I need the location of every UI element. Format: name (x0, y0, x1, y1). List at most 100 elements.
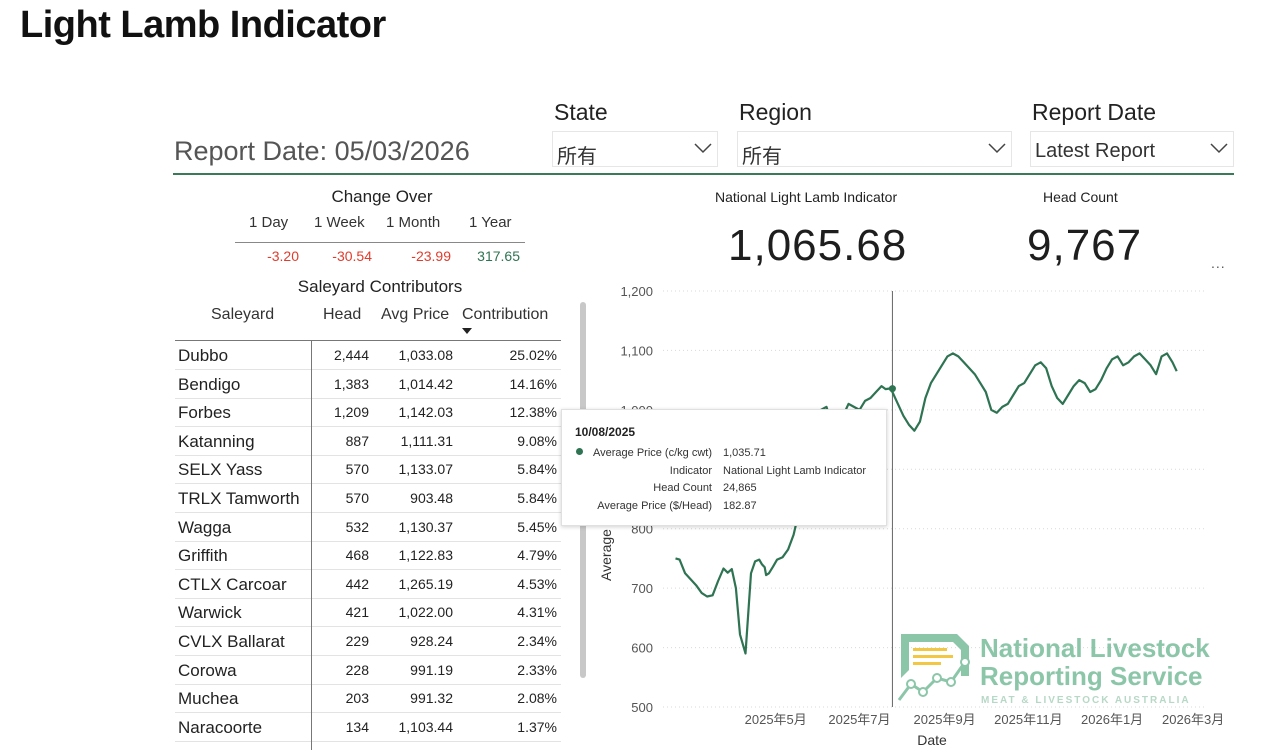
head-cell: 228 (345, 661, 369, 678)
change-value-1-year: 317.65 (477, 248, 520, 264)
table-column-divider (311, 340, 312, 750)
contribution-cell: 9.08% (517, 432, 557, 449)
col-header-head[interactable]: Head (323, 306, 362, 323)
table-row[interactable]: SELX Yass 570 1,133.07 5.84% (175, 455, 561, 485)
x-tick-label: 2025年7月 (828, 712, 890, 727)
avg-price-cell: 1,142.03 (398, 404, 454, 421)
contribution-cell: 5.84% (517, 461, 557, 478)
indicator-kpi-value: 1,065.68 (728, 221, 908, 270)
logo-text-line3: MEAT & LIVESTOCK AUSTRALIA (981, 695, 1191, 706)
chevron-down-icon (694, 143, 712, 154)
tooltip-label: Indicator (669, 465, 712, 477)
avg-price-cell: 1,014.42 (398, 375, 454, 392)
head-count-kpi-label: Head Count (1043, 189, 1118, 205)
logo-text-line1: National Livestock (980, 633, 1210, 663)
saleyard-contributors-title: Saleyard Contributors (297, 277, 463, 296)
saleyard-cell: Forbes (178, 403, 231, 423)
table-row[interactable]: CTLX Carcoar 442 1,265.19 4.53% (175, 570, 561, 599)
y-tick-label: 700 (631, 581, 653, 596)
contribution-cell: 14.16% (509, 375, 557, 392)
contribution-cell: 2.34% (517, 633, 557, 649)
chevron-down-icon (1210, 143, 1228, 154)
more-options-icon[interactable]: ... (1211, 255, 1226, 271)
head-cell: 134 (345, 718, 369, 735)
saleyard-cell: Naracoorte (178, 717, 263, 737)
avg-price-cell: 1,122.83 (398, 547, 454, 564)
col-header-avg-price[interactable]: Avg Price (381, 306, 450, 323)
nlrs-logo-icon (897, 634, 970, 701)
change-over-title: Change Over (331, 187, 433, 206)
tooltip-label: Head Count (653, 482, 712, 494)
change-value-1-month: -23.99 (411, 248, 451, 264)
contribution-cell: 5.45% (517, 518, 557, 535)
table-row[interactable]: Dubbo 2,444 1,033.08 25.02% (175, 341, 561, 370)
contribution-cell: 25.02% (509, 347, 557, 363)
col-header-saleyard[interactable]: Saleyard (211, 306, 275, 323)
x-axis-title: Date (917, 732, 947, 748)
y-tick-label: 1,100 (620, 343, 653, 358)
tooltip-value: National Light Lamb Indicator (723, 465, 867, 477)
period-1-week: 1 Week (314, 214, 365, 231)
contribution-cell: 12.38% (509, 404, 557, 421)
table-row[interactable]: Katanning 887 1,111.31 9.08% (175, 427, 561, 456)
head-cell: 1,383 (333, 375, 369, 392)
header-divider (173, 173, 1234, 175)
report-date-filter-label: Report Date (1032, 99, 1157, 125)
x-tick-label: 2025年5月 (745, 712, 807, 727)
y-tick-label: 500 (631, 700, 653, 715)
avg-price-cell: 1,033.08 (398, 347, 454, 363)
table-row[interactable]: Bendigo 1,383 1,014.42 14.16% (175, 370, 561, 399)
saleyard-cell: TRLX Tamworth (178, 489, 300, 508)
saleyard-cell: Katanning (178, 431, 255, 451)
table-row[interactable]: Forbes 1,209 1,142.03 12.38% (175, 398, 561, 428)
chart-tooltip: 10/08/2025 Average Price (c/kg cwt) 1,03… (561, 409, 887, 526)
y-tick-label: 1,200 (620, 284, 653, 299)
page-title: Light Lamb Indicator (20, 4, 386, 46)
table-row[interactable]: Griffith 468 1,122.83 4.79% (175, 541, 561, 571)
contribution-cell: 2.33% (517, 661, 557, 678)
table-row[interactable]: Naracoorte 134 1,103.44 1.37% (175, 713, 561, 742)
logo-text-line2: Reporting Service (980, 661, 1203, 691)
saleyard-cell: Bendigo (178, 374, 241, 394)
avg-price-cell: 1,265.19 (398, 575, 454, 592)
head-cell: 229 (345, 633, 369, 649)
avg-price-cell: 903.48 (410, 490, 453, 506)
chevron-down-icon (988, 143, 1006, 154)
period-1-year: 1 Year (469, 214, 512, 231)
series-dot-icon (576, 448, 583, 455)
period-1-day: 1 Day (249, 214, 289, 231)
region-filter-label: Region (739, 99, 812, 125)
avg-price-cell: 991.32 (410, 690, 453, 707)
contribution-cell: 4.53% (517, 575, 557, 592)
table-row[interactable]: Warwick 421 1,022.00 4.31% (175, 598, 561, 628)
region-dropdown[interactable]: 所有 (737, 131, 1012, 168)
change-value-1-day: -3.20 (267, 248, 299, 264)
saleyard-cell: Wagga (178, 517, 232, 537)
saleyard-cell: Corowa (178, 660, 237, 680)
table-row[interactable]: Corowa 228 991.19 2.33% (175, 656, 561, 685)
sort-descending-icon (462, 328, 472, 334)
head-cell: 570 (345, 461, 369, 478)
saleyard-cell: Warwick (178, 603, 242, 623)
y-axis-title: Average (598, 529, 614, 581)
change-over-rule (235, 242, 525, 243)
head-cell: 468 (345, 547, 369, 564)
saleyard-cell: CTLX Carcoar (178, 574, 287, 594)
table-row[interactable]: TRLX Tamworth 570 903.48 5.84% (175, 484, 561, 513)
head-cell: 203 (345, 690, 369, 707)
head-cell: 570 (345, 490, 369, 506)
table-row[interactable]: Wagga 532 1,130.37 5.45% (175, 513, 561, 542)
table-row[interactable]: CVLX Ballarat 229 928.24 2.34% (175, 627, 561, 656)
period-1-month: 1 Month (386, 214, 441, 231)
avg-price-cell: 991.19 (410, 661, 453, 678)
avg-price-cell: 928.24 (410, 633, 453, 649)
state-dropdown[interactable]: 所有 (552, 131, 718, 168)
head-cell: 2,444 (333, 347, 369, 363)
table-header-rule (175, 340, 561, 341)
report-date-dropdown-value: Latest Report (1035, 140, 1156, 162)
report-date-dropdown[interactable]: Latest Report (1030, 131, 1234, 167)
hover-point (888, 385, 896, 393)
head-cell: 1,209 (333, 404, 369, 421)
col-header-contribution[interactable]: Contribution (462, 306, 549, 323)
table-row[interactable]: Muchea 203 991.32 2.08% (175, 684, 561, 714)
